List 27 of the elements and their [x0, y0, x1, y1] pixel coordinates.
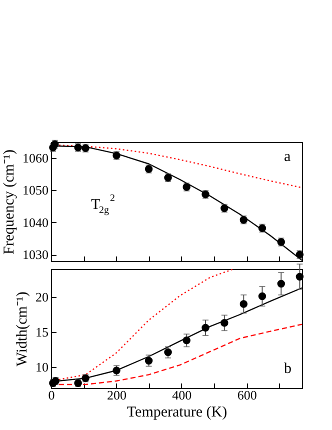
annotation: a: [284, 149, 291, 165]
point: [240, 300, 248, 308]
point: [52, 377, 60, 385]
point: [164, 348, 172, 356]
x-tick-label: 400: [172, 388, 192, 402]
point: [202, 324, 210, 332]
x-tick-label: 0: [48, 388, 55, 402]
y-tick-label: 1050: [22, 182, 48, 198]
y-tick-label: 1030: [22, 247, 48, 262]
point: [277, 280, 286, 288]
y-tick-label: 15: [36, 324, 48, 340]
point: [220, 319, 228, 327]
point: [144, 356, 153, 365]
y-tick-label: 1040: [22, 214, 48, 230]
x-tick-label: 200: [106, 388, 126, 402]
annotation: b: [284, 361, 292, 377]
point: [51, 140, 59, 148]
point: [182, 336, 190, 344]
point: [258, 292, 266, 300]
y-axis-title: Frequency (cm⁻¹): [2, 150, 18, 254]
point: [296, 272, 304, 281]
x-tick-label: 600: [237, 388, 257, 402]
y-tick-label: 20: [36, 290, 48, 304]
x-axis-title: Temperature (K): [126, 404, 228, 420]
y-tick-label: 1060: [22, 150, 48, 166]
y-axis-title: Width(cm⁻¹): [14, 292, 30, 366]
y-tick-label: 10: [36, 360, 48, 374]
